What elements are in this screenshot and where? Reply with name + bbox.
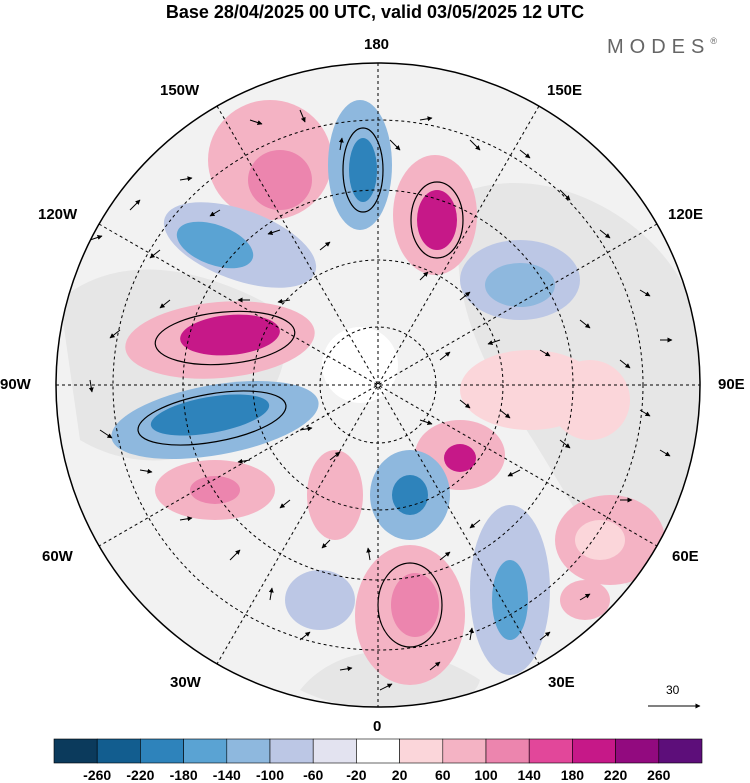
lon-label-0: 0 xyxy=(373,718,382,735)
colorbar-tick-label: -60 xyxy=(303,767,324,783)
colorbar-swatch xyxy=(183,738,228,764)
lon-label-120e: 120E xyxy=(668,206,704,223)
lon-label-30w: 30W xyxy=(170,674,201,691)
colorbar-tick-label: 60 xyxy=(435,767,451,783)
colorbar-tick-label: 220 xyxy=(603,767,628,783)
registered-mark: ® xyxy=(710,36,717,46)
lon-label-60w: 60W xyxy=(42,548,73,565)
colorbar-tick-label: -140 xyxy=(212,767,241,783)
brand-text: MODES xyxy=(607,36,711,58)
colorbar-swatch xyxy=(399,738,444,764)
lon-label-90w: 90W xyxy=(0,376,31,393)
colorbar-tick-label: 180 xyxy=(560,767,585,783)
colorbar-swatch xyxy=(485,738,530,764)
colorbar-swatch xyxy=(53,738,98,764)
colorbar xyxy=(53,738,703,764)
map-title: Base 28/04/2025 00 UTC, valid 03/05/2025… xyxy=(165,2,585,22)
graticule xyxy=(56,63,700,707)
colorbar-swatch xyxy=(442,738,487,764)
lon-label-180: 180 xyxy=(364,36,390,53)
colorbar-tick-label: 140 xyxy=(517,767,541,783)
lon-label-90e: 90E xyxy=(718,376,745,393)
colorbar-tick-label: 20 xyxy=(391,767,408,783)
colorbar-tick-label: -260 xyxy=(83,767,112,783)
colorbar-swatch xyxy=(269,738,314,764)
colorbar-swatch xyxy=(140,738,184,764)
colorbar-swatch xyxy=(356,738,400,764)
colorbar-swatch xyxy=(615,738,660,764)
colorbar-tick-label: -180 xyxy=(169,767,198,783)
lon-label-30e: 30E xyxy=(548,674,575,691)
colorbar-swatch xyxy=(528,738,573,764)
modes-logo: MODES® xyxy=(607,36,717,59)
map-boundary xyxy=(55,62,701,708)
anomaly-field xyxy=(56,63,700,707)
wind-vectors xyxy=(88,109,673,691)
contours xyxy=(137,127,464,648)
colorbar-swatch xyxy=(312,738,357,764)
colorbar-tick-label: -20 xyxy=(346,767,367,783)
lon-label-120w: 120W xyxy=(38,206,78,223)
colorbar-tick-label: 260 xyxy=(647,767,671,783)
lon-label-150w: 150W xyxy=(160,82,200,99)
colorbar-swatch xyxy=(658,738,703,764)
colorbar-swatch xyxy=(96,738,141,764)
anomaly-blobs xyxy=(111,100,665,685)
colorbar-tick-label: -100 xyxy=(255,767,285,783)
colorbar-tick-label: -220 xyxy=(126,767,155,783)
lon-label-150e: 150E xyxy=(547,82,583,99)
lon-label-60e: 60E xyxy=(672,548,699,565)
colorbar-swatch xyxy=(226,738,271,764)
vector-scale-label: 30 xyxy=(666,683,680,697)
colorbar-swatch xyxy=(572,738,616,764)
polar-cap xyxy=(322,327,398,403)
colorbar-tick-label: 100 xyxy=(474,767,498,783)
